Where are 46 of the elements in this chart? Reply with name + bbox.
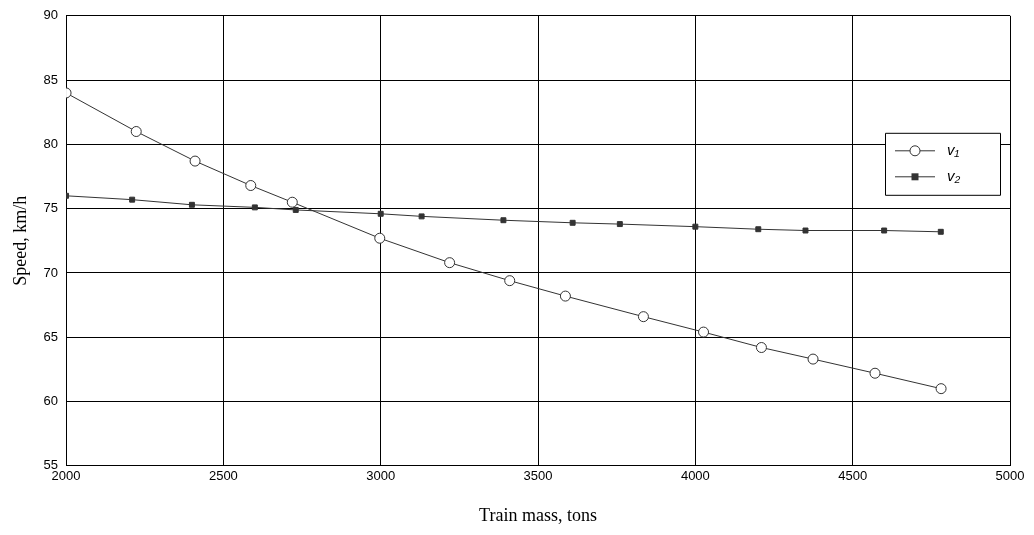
y-tick-label: 80 bbox=[43, 135, 59, 151]
point bbox=[500, 217, 507, 224]
x-tick-label: 2000 bbox=[51, 468, 81, 484]
x-axis-title: Train mass, tons bbox=[479, 504, 597, 525]
point bbox=[418, 213, 425, 220]
point bbox=[444, 257, 456, 269]
point bbox=[559, 290, 571, 302]
point bbox=[698, 326, 710, 338]
point bbox=[377, 210, 384, 217]
y-tick-label: 75 bbox=[43, 200, 59, 216]
point bbox=[616, 221, 623, 228]
point bbox=[292, 206, 299, 213]
point bbox=[881, 227, 888, 234]
point bbox=[569, 219, 576, 226]
point bbox=[935, 383, 947, 395]
x-tick-label: 3500 bbox=[523, 468, 553, 484]
y-tick-label: 90 bbox=[43, 7, 59, 23]
y-tick-label: 70 bbox=[43, 264, 59, 280]
legend-label: v₁ bbox=[947, 140, 960, 158]
point bbox=[374, 232, 386, 244]
point bbox=[130, 126, 142, 138]
x-tick-label: 4500 bbox=[838, 468, 868, 484]
point bbox=[251, 204, 258, 211]
point bbox=[245, 180, 257, 192]
point bbox=[692, 223, 699, 230]
x-tick-label: 5000 bbox=[995, 468, 1025, 484]
point bbox=[504, 275, 516, 287]
y-tick-label: 65 bbox=[43, 328, 59, 344]
y-tick-label: 85 bbox=[43, 71, 59, 87]
x-tick-label: 2500 bbox=[208, 468, 238, 484]
point bbox=[755, 342, 767, 354]
y-tick-label: 60 bbox=[43, 393, 59, 409]
point bbox=[129, 196, 136, 203]
point bbox=[802, 227, 809, 234]
point bbox=[637, 311, 649, 323]
point bbox=[189, 155, 201, 167]
y-axis-title: Speed, km/h bbox=[9, 195, 30, 286]
point bbox=[286, 196, 298, 208]
x-tick-label: 3000 bbox=[366, 468, 396, 484]
x-tick-label: 4000 bbox=[680, 468, 710, 484]
point bbox=[807, 353, 819, 365]
point bbox=[755, 226, 762, 233]
point bbox=[869, 367, 881, 379]
point bbox=[937, 228, 944, 235]
point bbox=[188, 201, 195, 208]
legend-label: v₂ bbox=[947, 166, 961, 184]
